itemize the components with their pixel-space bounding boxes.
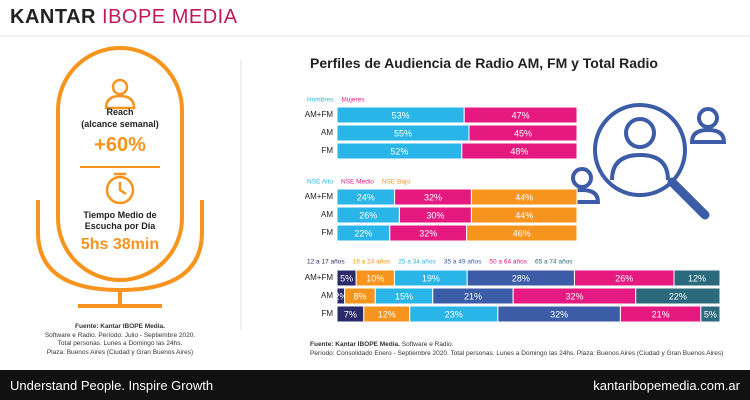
footer-bar <box>0 370 750 400</box>
value-label: 45% <box>514 128 532 138</box>
category-label: FM <box>321 146 333 155</box>
category-label: FM <box>321 309 333 318</box>
legend-entry: 65 a 74 años <box>535 259 573 266</box>
category-label: AM <box>321 291 333 300</box>
legend-entry: NSE Medio <box>341 179 374 186</box>
category-label: AM+FM <box>305 110 334 119</box>
time-label: Tiempo Medio de Escucha por Día <box>83 210 157 231</box>
left-source: Fuente: Kantar IBOPE Media. Software e R… <box>20 323 220 357</box>
category-label: FM <box>321 228 333 237</box>
reach-sublabel: (alcance semanal) <box>81 119 159 129</box>
value-label: 47% <box>512 110 530 120</box>
value-label: 48% <box>510 146 528 156</box>
bar-segment <box>470 206 578 224</box>
value-label: 19% <box>422 273 440 283</box>
legend-entry: 50 a 64 años <box>489 259 527 266</box>
bar-segment <box>461 142 578 160</box>
source-title: Fuente: Kantar IBOPE Media. <box>310 341 400 348</box>
value-label: 5% <box>704 309 717 319</box>
value-label: 10% <box>366 273 384 283</box>
value-label: 28% <box>512 273 530 283</box>
legend-entry: 18 a 24 años <box>353 259 391 266</box>
value-label: 26% <box>615 273 633 283</box>
legend-entry: 12 a 17 años <box>307 259 345 266</box>
value-label: 21% <box>652 309 670 319</box>
time-value: 5hs 38min <box>80 236 160 253</box>
value-label: 22% <box>354 228 372 238</box>
value-label: 21% <box>464 291 482 301</box>
category-label: AM <box>321 128 333 137</box>
value-label: 44% <box>515 192 533 202</box>
chart-title: Perfiles de Audiencia de Radio AM, FM y … <box>310 55 658 71</box>
bar-segment <box>470 188 578 206</box>
source-title: Fuente: Kantar IBOPE Media. <box>75 323 165 330</box>
bar-segment <box>673 269 721 287</box>
value-label: 8% <box>353 291 366 301</box>
legend-entry: 25 a 34 años <box>398 259 436 266</box>
microphone <box>36 46 204 308</box>
bar-segment <box>466 224 578 242</box>
value-label: 23% <box>445 309 463 319</box>
value-label: 52% <box>390 146 408 156</box>
value-label: 7% <box>344 309 357 319</box>
source-line: Software e Radio. <box>401 341 454 348</box>
value-label: 26% <box>359 210 377 220</box>
legend-entry: Hombres <box>307 97 334 104</box>
brand-block: KANTAR IBOPE MEDIA <box>10 6 238 29</box>
right-source: Fuente: Kantar IBOPE Media. Software e R… <box>310 340 730 358</box>
value-label: 55% <box>394 128 412 138</box>
source-line: Período: Consolidado Enero - Septiembre … <box>310 350 724 357</box>
value-label: 32% <box>565 291 583 301</box>
clock-icon <box>105 172 135 205</box>
bar-segment <box>635 287 721 305</box>
brand-accent: IBOPE MEDIA <box>102 6 238 28</box>
bar-segment <box>468 124 578 142</box>
value-label: 32% <box>424 192 442 202</box>
footer-url: kantaribopemedia.com.ar <box>593 378 740 393</box>
legend-entry: 35 a 49 años <box>444 259 482 266</box>
legend-entry: NSE Bajo <box>382 179 411 186</box>
source-line: Software e Radio. Período: Julio - Septi… <box>44 331 196 339</box>
person-icon <box>104 78 136 110</box>
footer-tagline: Understand People. Inspire Growth <box>10 378 214 393</box>
reach-value: +60% <box>94 134 146 156</box>
category-label: AM+FM <box>305 273 334 282</box>
value-label: 32% <box>550 309 568 319</box>
value-label: 30% <box>426 210 444 220</box>
value-label: 32% <box>419 228 437 238</box>
value-label: 22% <box>669 291 687 301</box>
bar-segment <box>700 305 721 323</box>
search-people-icon <box>563 103 727 220</box>
source-line: Total personas. Lunes a Domingo las 24hs… <box>57 340 183 347</box>
legend-entry: Mujeres <box>341 97 365 104</box>
value-label: 53% <box>392 110 410 120</box>
value-label: 12% <box>688 273 706 283</box>
category-label: AM+FM <box>305 192 334 201</box>
bar-segment <box>463 106 578 124</box>
value-label: 2% <box>334 291 347 301</box>
reach-label: Reach <box>106 107 134 117</box>
value-label: 12% <box>378 309 396 319</box>
value-label: 5% <box>340 273 353 283</box>
legend-entry: NSE Alto <box>307 179 333 186</box>
source-line: Plaza: Buenos Aires (Ciudad y Gran Bueno… <box>46 348 194 356</box>
brand: KANTAR <box>10 6 96 28</box>
value-label: 44% <box>515 210 533 220</box>
value-label: 46% <box>513 228 531 238</box>
value-label: 24% <box>357 192 375 202</box>
value-label: 15% <box>395 291 413 301</box>
category-label: AM <box>321 210 333 219</box>
